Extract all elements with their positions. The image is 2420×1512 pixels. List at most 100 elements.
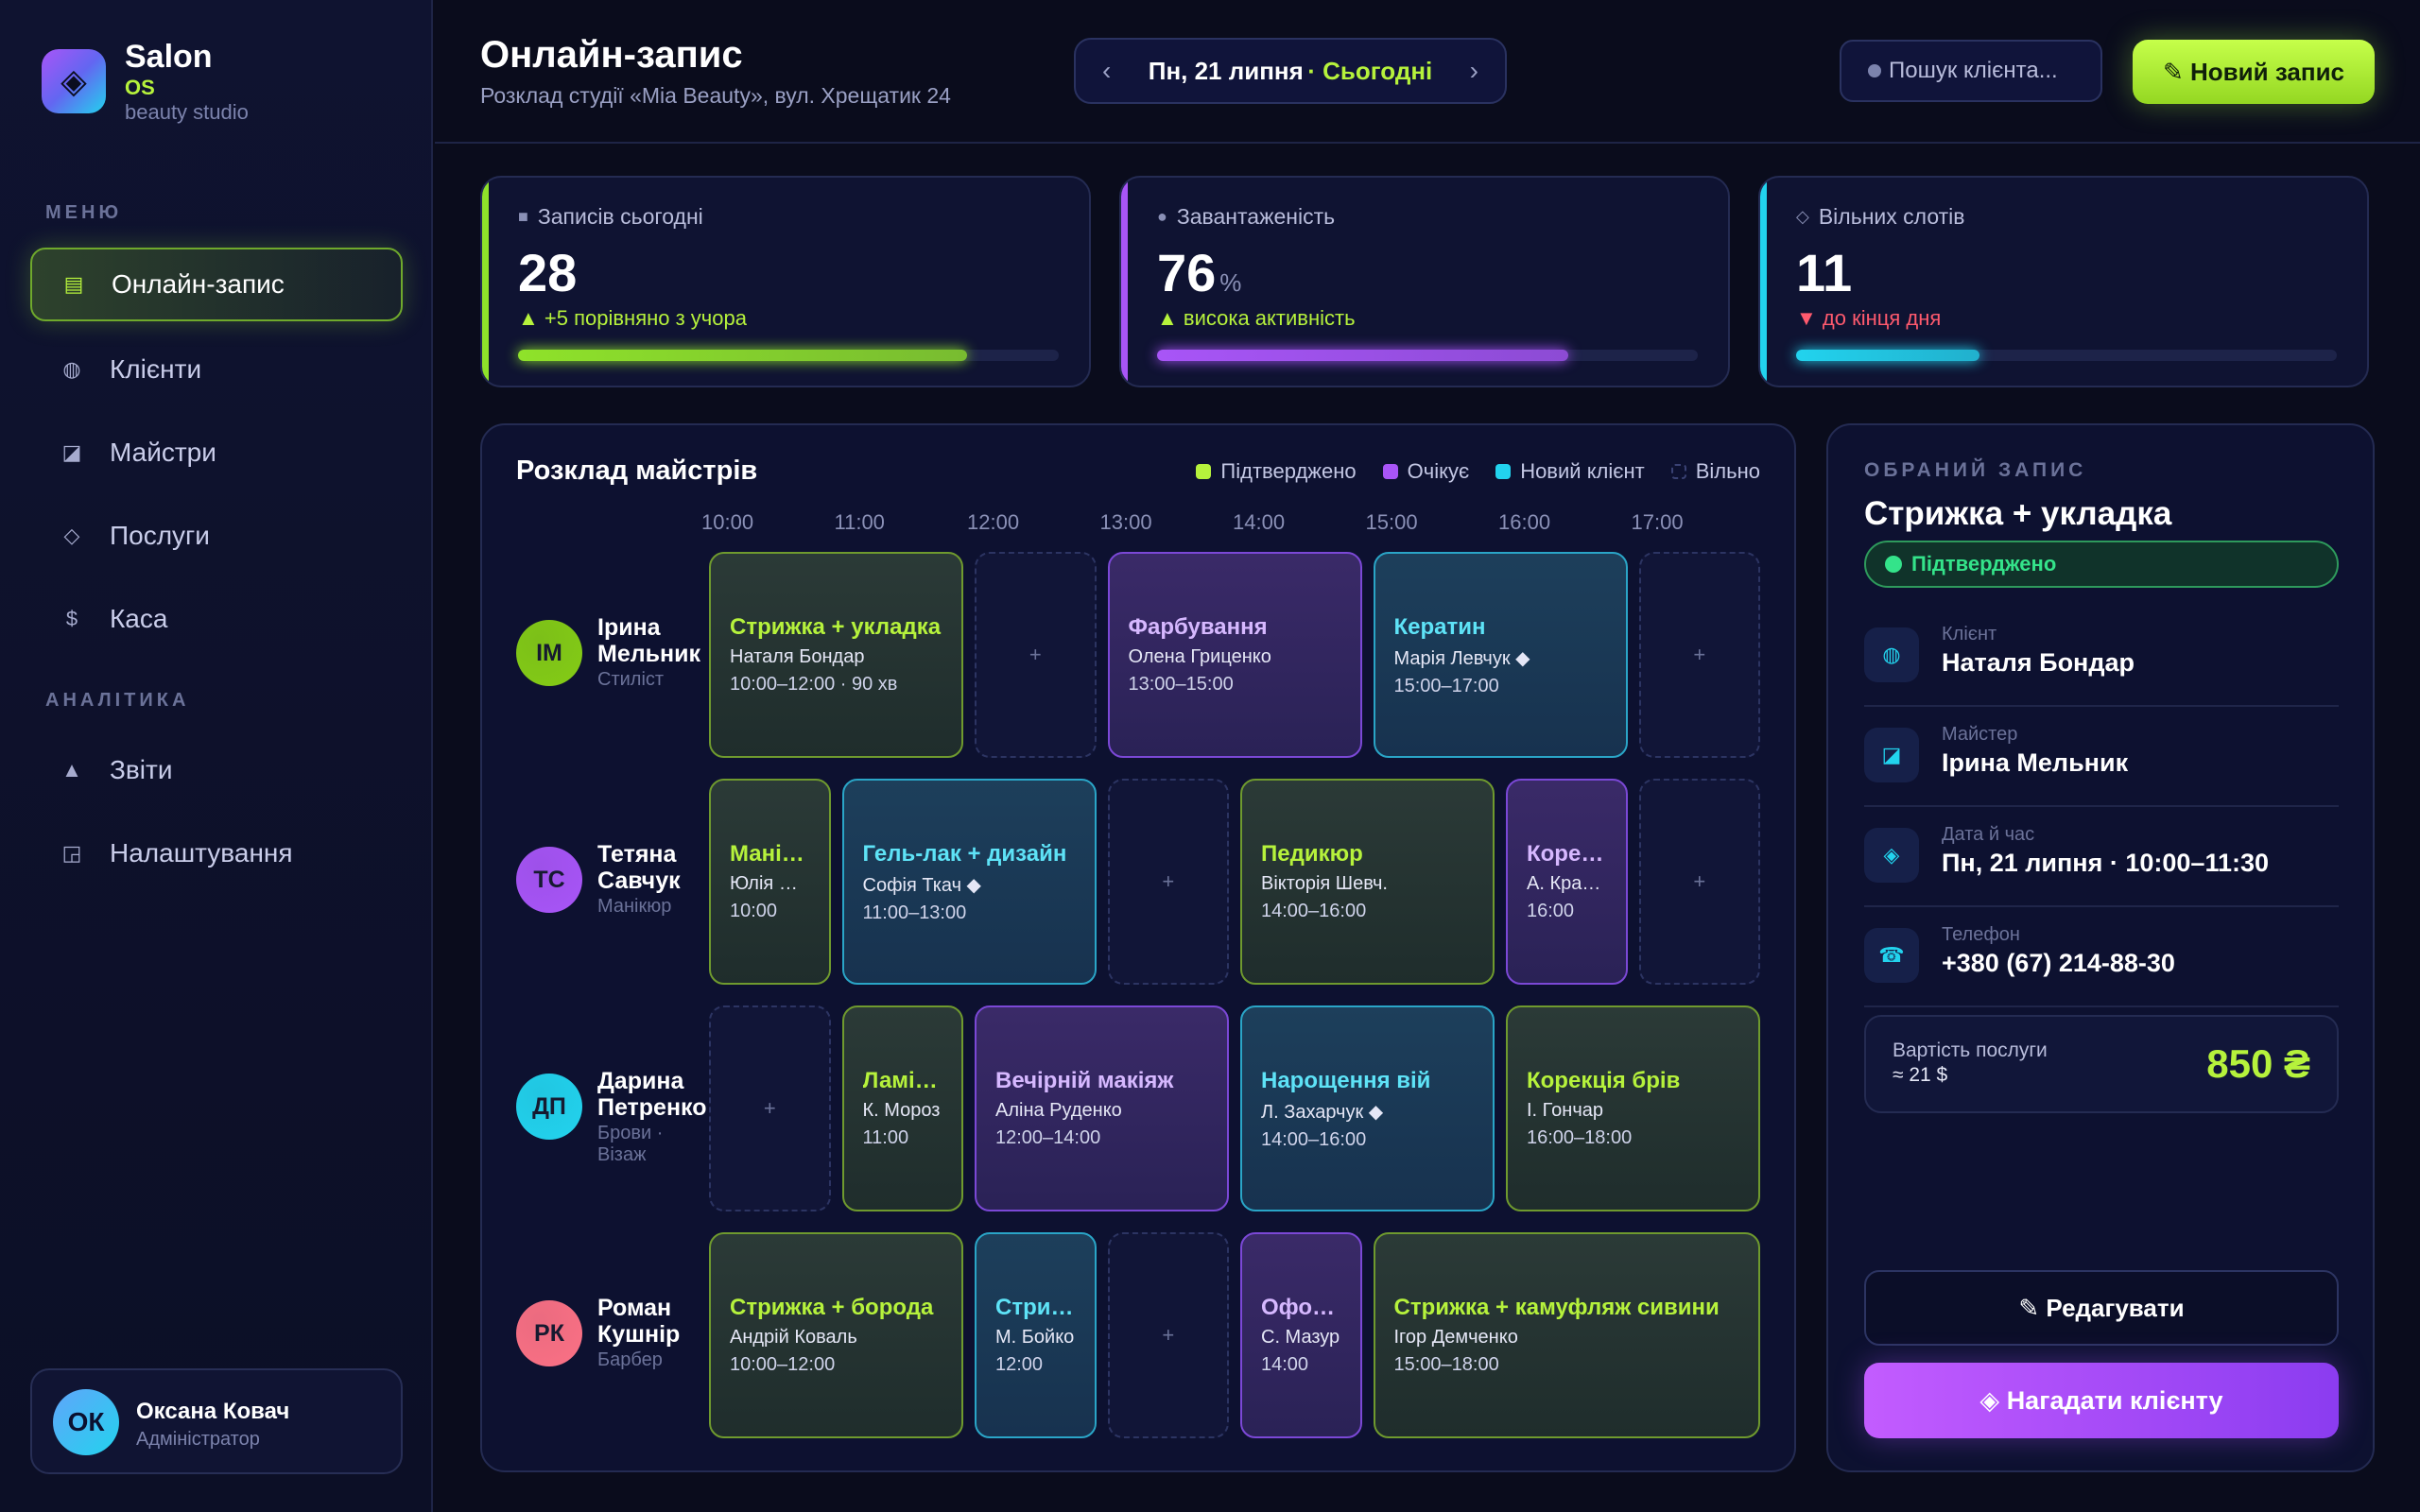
booking-service: Гель-лак + дизайн	[862, 841, 1067, 867]
new-booking-button[interactable]: ✎ Новий запис	[2133, 40, 2375, 104]
stat-accent	[1121, 178, 1128, 386]
booking-card[interactable]: Манікюр Юлія Мороз 10:00	[709, 779, 831, 985]
free-slot[interactable]: +	[975, 552, 1097, 758]
avatar: ДП	[516, 1074, 582, 1140]
time-label: 15:00	[1365, 510, 1418, 534]
current-date[interactable]: Пн, 21 липня · Сьогодні	[1149, 57, 1433, 86]
free-slot[interactable]: +	[1638, 552, 1760, 758]
sidebar-item-label: Налаштування	[110, 838, 293, 868]
remind-client-button[interactable]: ◈ Нагадати клієнту	[1864, 1363, 2339, 1438]
legend-swatch	[1495, 464, 1512, 479]
chevron-left-icon[interactable]: ‹	[1102, 56, 1112, 85]
page-title: Онлайн-запис	[480, 34, 743, 76]
plus-icon: +	[1028, 643, 1042, 666]
booking-service: Вечірній макіяж	[995, 1068, 1174, 1093]
booking-card[interactable]: Фарбування Олена Гриценко 13:00–15:00	[1107, 552, 1362, 758]
sidebar-item-cashier[interactable]: $ Каса	[30, 582, 403, 656]
logo-icon: ◈	[42, 49, 106, 113]
stat-number: 28	[518, 243, 578, 302]
diamond-icon: ◇	[1796, 207, 1809, 226]
booking-client: Наталя Бондар	[730, 646, 865, 667]
clients-icon: ◍	[62, 357, 81, 381]
booking-card[interactable]: Стрижка М. Бойко 12:00	[975, 1232, 1097, 1438]
square-icon: ■	[518, 207, 528, 226]
status-label: Підтверджено	[1911, 552, 2057, 576]
detail-label: Телефон	[1942, 924, 2020, 945]
master-role: Манікюр	[597, 896, 672, 917]
plus-icon: +	[1162, 1323, 1175, 1347]
booking-card[interactable]: Ламінування К. Мороз 11:00	[841, 1005, 963, 1211]
booking-time: 10:00	[730, 901, 778, 921]
booking-client: Юлія Мороз	[730, 873, 812, 894]
sidebar-item-settings[interactable]: ◲ Налаштування	[30, 816, 403, 890]
legend-label: Очікує	[1407, 459, 1470, 483]
stat-label: ● Завантаженість	[1157, 204, 1335, 230]
time-label: 11:00	[834, 510, 885, 534]
legend-label: Вільно	[1695, 459, 1760, 483]
free-slot[interactable]: +	[1638, 779, 1760, 985]
booking-client: Л. Захарчук ◆	[1261, 1102, 1384, 1123]
booking-service: Стрижка + камуфляж сивини	[1393, 1295, 1720, 1320]
avatar: РК	[516, 1300, 582, 1366]
free-slot[interactable]: +	[1107, 779, 1229, 985]
booking-card[interactable]: Стрижка + борода Андрій Коваль 10:00–12:00	[709, 1232, 963, 1438]
sidebar-item-masters[interactable]: ◪ Майстри	[30, 416, 403, 490]
search-input[interactable]: Пошук клієнта...	[1840, 40, 2102, 102]
sidebar: ◈ Salon OS beauty studio МЕНЮ ▤ Онлайн-з…	[0, 0, 433, 1512]
stat-unit: %	[1219, 268, 1242, 297]
progress-track	[1157, 350, 1698, 361]
edit-button[interactable]: ✎ Редагувати	[1864, 1270, 2339, 1346]
master-name: Дарина Петренко	[597, 1068, 707, 1121]
user-card[interactable]: ОК Оксана Ковач Адміністратор	[30, 1368, 403, 1474]
sidebar-item-services[interactable]: ◇ Послуги	[30, 499, 403, 573]
booking-client: Андрій Коваль	[730, 1327, 857, 1348]
booking-card[interactable]: Педикюр Вікторія Шевч. 14:00–16:00	[1240, 779, 1495, 985]
booking-client: Ігор Демченко	[1393, 1327, 1518, 1348]
avatar: ІМ	[516, 620, 582, 686]
user-role: Адміністратор	[136, 1429, 260, 1450]
booking-client: Вікторія Шевч.	[1261, 873, 1388, 894]
booking-card[interactable]: Кератин Марія Левчук ◆ 15:00–17:00	[1373, 552, 1628, 758]
user-name: Оксана Ковач	[136, 1399, 290, 1424]
price-card: Вартість послуги ≈ 21 $ 850 ₴	[1864, 1015, 2339, 1113]
stat-card-load-rate: ● Завантаженість 76% ▲ висока активність	[1119, 176, 1730, 387]
price-label: Вартість послуги	[1893, 1040, 2048, 1061]
legend-label: Підтверджено	[1220, 459, 1357, 483]
dollar-icon: $	[65, 607, 78, 630]
booking-client: Аліна Руденко	[995, 1100, 1122, 1121]
chevron-right-icon[interactable]: ›	[1469, 56, 1478, 85]
avatar: ТС	[516, 847, 582, 913]
booking-card[interactable]: Нарощення вій Л. Захарчук ◆ 14:00–16:00	[1240, 1005, 1495, 1211]
booking-time: 10:00–12:00	[730, 1354, 836, 1375]
sidebar-item-booking[interactable]: ▤ Онлайн-запис	[30, 248, 403, 321]
booking-card[interactable]: Стрижка + укладка Наталя Бондар 10:00–12:0…	[709, 552, 963, 758]
sidebar-item-clients[interactable]: ◍ Клієнти	[30, 333, 403, 406]
booking-service: Стрижка	[995, 1295, 1078, 1320]
services-icon: ◇	[63, 524, 80, 547]
sidebar-item-label: Звіти	[110, 755, 173, 784]
details-caption: ОБРАНИЙ ЗАПИС	[1864, 459, 2087, 481]
masters-icon: ◪	[61, 440, 82, 464]
details-title: Стрижка + укладка	[1864, 495, 2172, 532]
booking-card[interactable]: Стрижка + камуфляж сивини Ігор Демченко 15…	[1373, 1232, 1760, 1438]
booking-client: Марія Левчук ◆	[1393, 648, 1530, 669]
booking-card[interactable]: Корекція брів І. Гончар 16:00–18:00	[1506, 1005, 1760, 1211]
master-role: Барбер	[597, 1349, 663, 1370]
sidebar-item-label: Послуги	[110, 521, 210, 550]
sidebar-item-reports[interactable]: ▲ Звіти	[30, 733, 403, 807]
master-name: Роман Кушнір	[597, 1295, 681, 1348]
free-slot[interactable]: +	[1107, 1232, 1229, 1438]
legend-item: Новий клієнт	[1495, 459, 1645, 484]
detail-value: Наталя Бондар	[1942, 648, 2135, 677]
booking-card[interactable]: Вечірній макіяж Аліна Руденко 12:00–14:00	[975, 1005, 1229, 1211]
today-label: · Сьогодні	[1307, 56, 1433, 85]
booking-card[interactable]: Корекція А. Кравець 16:00	[1506, 779, 1628, 985]
stat-number: 76	[1157, 243, 1217, 302]
detail-label: Клієнт	[1942, 624, 1997, 644]
booking-card[interactable]: Гель-лак + дизайн Софія Ткач ◆ 11:00–13:00	[841, 779, 1097, 985]
time-label: 10:00	[701, 510, 754, 534]
time-label: 13:00	[1099, 510, 1152, 534]
booking-service: Манікюр	[730, 841, 812, 867]
free-slot[interactable]: +	[709, 1005, 831, 1211]
booking-card[interactable]: Оформлення С. Мазур 14:00	[1240, 1232, 1362, 1438]
